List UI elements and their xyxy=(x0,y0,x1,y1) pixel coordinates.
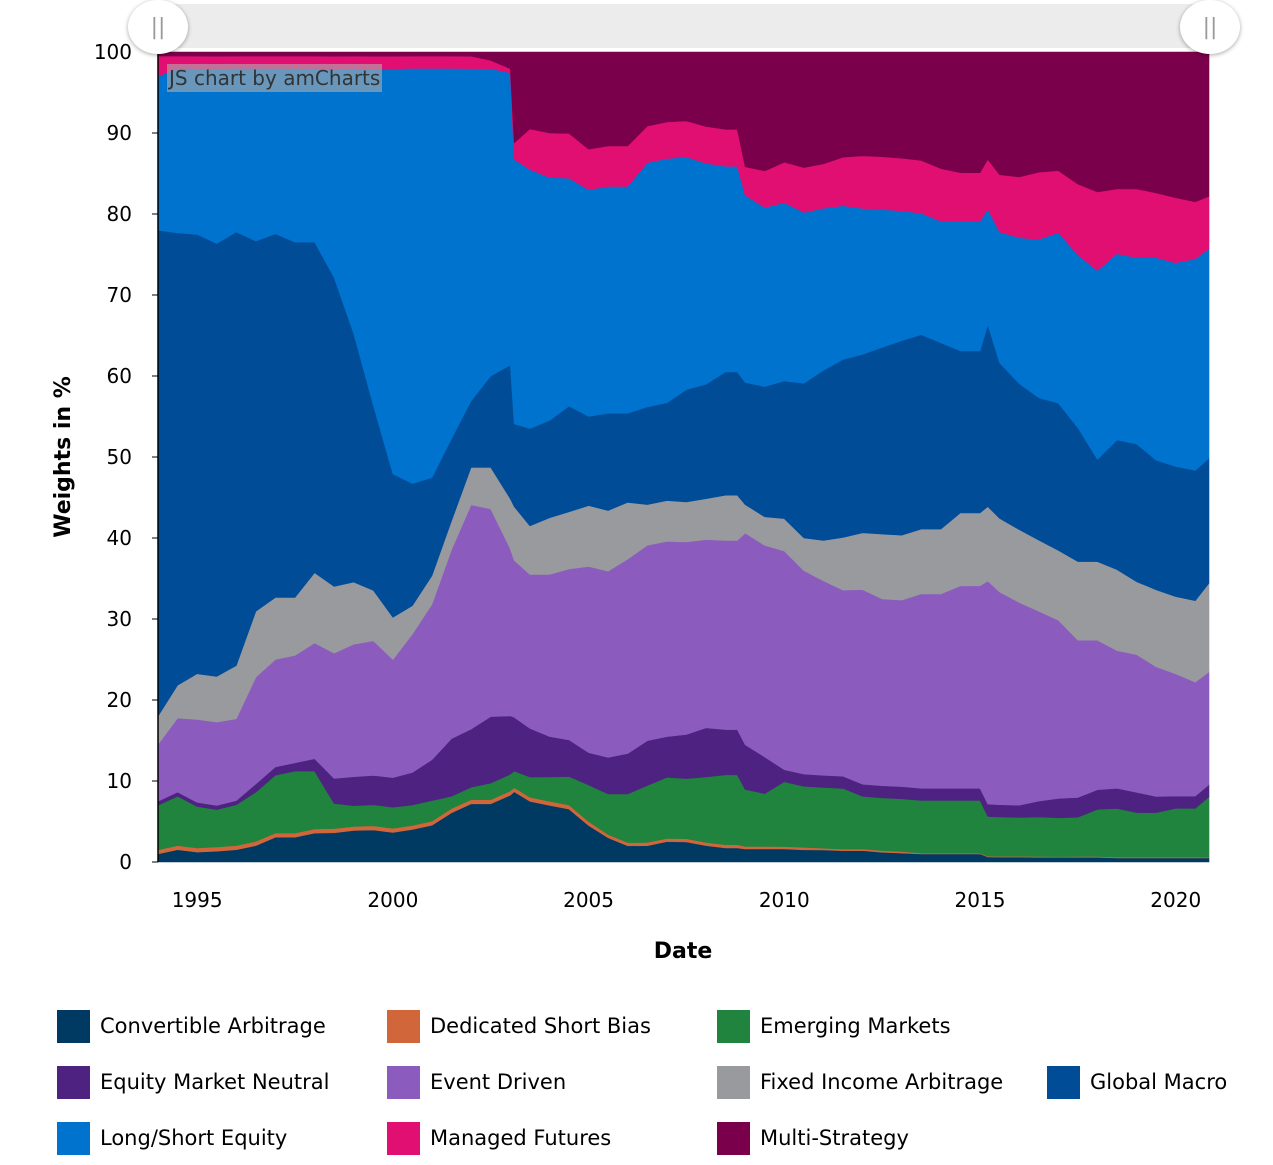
legend-item[interactable]: Convertible Arbitrage xyxy=(57,1008,326,1044)
y-tick-label: 40 xyxy=(107,526,132,550)
legend-label: Equity Market Neutral xyxy=(100,1070,330,1094)
legend-item[interactable]: Long/Short Equity xyxy=(57,1120,287,1156)
x-tick-label: 2015 xyxy=(955,888,1006,912)
series-areas xyxy=(157,51,1210,863)
scrollbar-end-grip[interactable]: || xyxy=(1180,0,1240,54)
legend-item[interactable]: Event Driven xyxy=(387,1064,566,1100)
legend-label: Long/Short Equity xyxy=(100,1126,288,1150)
axes: 0 10 20 30 40 50 60 70 80 90 100 1995 2000 2005 2010 20… xyxy=(94,40,1201,912)
y-tick-label: 80 xyxy=(107,202,132,226)
x-tick-label: 2020 xyxy=(1150,888,1201,912)
y-tick-label: 20 xyxy=(107,688,132,712)
legend-item[interactable]: Fixed Income Arbitrage xyxy=(717,1064,1003,1100)
legend-label: Event Driven xyxy=(430,1070,567,1094)
scrollbar-start-grip[interactable]: || xyxy=(128,0,188,54)
legend-swatch xyxy=(387,1065,420,1099)
legend-swatch xyxy=(1047,1065,1080,1099)
legend-label: Emerging Markets xyxy=(760,1014,951,1038)
x-axis-title: Date xyxy=(654,939,713,964)
legend-swatch xyxy=(57,1065,90,1099)
y-tick-label: 70 xyxy=(107,283,132,307)
x-tick-label: 2000 xyxy=(367,888,418,912)
y-tick-label: 90 xyxy=(107,121,132,145)
legend-item[interactable]: Equity Market Neutral xyxy=(57,1064,329,1100)
legend-item[interactable]: Managed Futures xyxy=(387,1120,611,1156)
legend-label: Convertible Arbitrage xyxy=(100,1014,326,1038)
legend-label: Fixed Income Arbitrage xyxy=(760,1070,1004,1094)
chart-credit-link[interactable]: JS chart by amCharts xyxy=(167,64,383,92)
legend-swatch xyxy=(717,1065,750,1099)
y-tick-label: 0 xyxy=(119,850,132,874)
legend-swatch xyxy=(387,1009,420,1043)
y-tick-label: 100 xyxy=(94,40,132,64)
legend-label: Multi-Strategy xyxy=(760,1126,909,1150)
legend-swatch xyxy=(717,1009,750,1043)
legend-label: Managed Futures xyxy=(430,1126,612,1150)
legend-swatch xyxy=(717,1121,750,1155)
legend-item[interactable]: Dedicated Short Bias xyxy=(387,1008,651,1044)
y-axis-title: Weights in % xyxy=(51,376,76,538)
legend-label: Dedicated Short Bias xyxy=(430,1014,651,1038)
y-tick-label: 60 xyxy=(107,364,132,388)
y-tick-label: 10 xyxy=(107,769,132,793)
stacked-area-chart: 0 10 20 30 40 50 60 70 80 90 100 1995 2000 2005 2010 20… xyxy=(51,40,1210,964)
legend-item[interactable]: Global Macro xyxy=(1047,1064,1227,1100)
legend-swatch xyxy=(57,1121,90,1155)
x-tick-label: 2005 xyxy=(563,888,614,912)
area-multi-strategy[interactable] xyxy=(157,51,1210,203)
legend-swatch xyxy=(387,1121,420,1155)
x-tick-label: 1995 xyxy=(172,888,223,912)
legend-swatch xyxy=(57,1009,90,1043)
y-tick-label: 30 xyxy=(107,607,132,631)
y-tick-label: 50 xyxy=(107,445,132,469)
legend-item[interactable]: Emerging Markets xyxy=(717,1008,951,1044)
x-tick-label: 2010 xyxy=(759,888,810,912)
range-scrollbar[interactable] xyxy=(157,4,1212,48)
legend-label: Global Macro xyxy=(1090,1070,1228,1094)
legend-item[interactable]: Multi-Strategy xyxy=(717,1120,909,1156)
